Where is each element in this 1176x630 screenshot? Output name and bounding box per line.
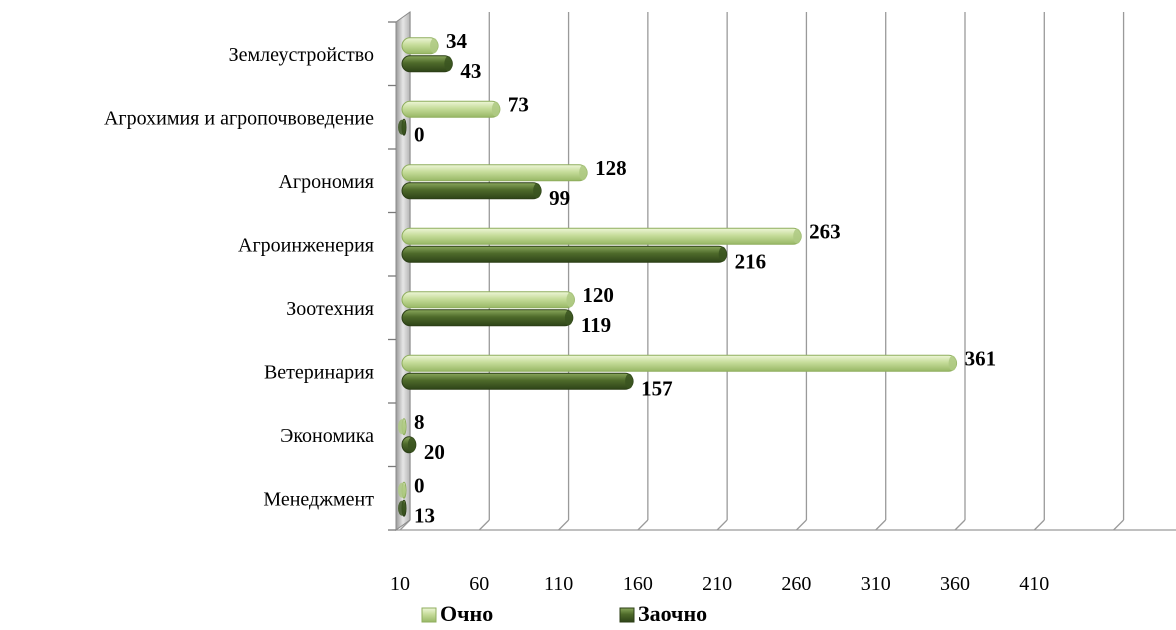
x-tick-label: 260 [781,573,811,595]
category-label: Зоотехния [286,298,374,320]
bar-заочно-5 [401,372,634,390]
bar-cap [948,355,957,371]
gridline-floor [637,519,649,531]
bar-очно-1 [401,100,501,118]
data-label: 34 [446,29,468,53]
bar-заочно-4 [401,309,574,327]
category-label: Агрохимия и агропочвоведение [104,107,374,129]
axis-wall-panel [395,11,411,531]
bar-cap [718,246,727,262]
data-label: 120 [582,283,614,307]
x-tick-label: 160 [623,573,653,595]
gridlines [396,12,1176,531]
data-label: 216 [735,249,767,273]
x-tick-label: 360 [940,573,970,595]
bar-cap [793,228,802,244]
legend-swatch-заочно [619,607,635,623]
bar-cap [398,482,406,498]
x-tick-label: 10 [390,573,410,595]
x-tick-label: 110 [544,573,573,595]
gridline-floor [795,519,807,531]
gridline-floor [954,519,966,531]
gridline-floor [478,519,490,531]
bar-cap [398,119,406,135]
bar-очно-5 [401,354,958,372]
bar-cap [579,165,588,181]
data-label: 43 [460,59,481,83]
bars [398,37,958,517]
x-tick-label: 60 [469,573,489,595]
bar-cap [564,310,573,326]
x-tick-label: 210 [702,573,732,595]
bar-cap [533,183,542,199]
bar-cap [398,419,406,435]
category-label: Землеустройство [229,44,374,66]
data-label: 13 [414,503,435,527]
legend: Очно Заочно [421,601,707,626]
bar-cap [491,101,500,117]
data-label: 0 [414,473,425,497]
bar-cap [625,373,634,389]
data-label: 99 [549,186,570,210]
bar-заочно-3 [401,245,728,263]
gridline-floor [558,519,570,531]
category-label: Агроинженерия [238,234,374,256]
category-label: Агрономия [278,171,374,193]
data-label: 128 [595,156,627,180]
data-label: 0 [414,122,425,146]
gridline-floor [1113,519,1125,531]
data-label: 8 [414,410,425,434]
gridline-floor [716,519,728,531]
x-tick-labels: 10 60 110 160 210 260 310 360 410 [390,573,1049,595]
legend-swatch-очно [421,607,437,623]
category-labels: Землеустройство Агрохимия и агропочвоведе… [104,44,374,511]
legend-label-очно: Очно [440,601,493,626]
bar-очно-3 [401,227,802,245]
bar-cap [566,292,575,308]
category-label: Экономика [280,425,374,447]
x-tick-label: 310 [861,573,891,595]
bar-cap [407,437,416,453]
axis-wall [388,11,411,531]
bar-cap [398,500,406,516]
category-label: Менеджмент [263,488,374,510]
bar-очно-2 [401,164,588,182]
bar-заочно-2 [401,182,542,200]
legend-label-заочно: Заочно [638,601,707,626]
bar-cap [444,56,453,72]
data-label: 20 [424,440,445,464]
gridline-floor [875,519,887,531]
data-label: 263 [809,219,841,243]
data-label: 361 [965,346,997,370]
data-label: 157 [641,376,673,400]
data-labels: 34 43 73 0 128 99 263 216 120 119 361 157 8 20 0 13 [414,29,996,528]
data-label: 119 [581,313,611,337]
x-tick-label: 410 [1019,573,1049,595]
data-label: 73 [508,92,529,116]
bar-cap [430,38,439,54]
bar-очно-4 [401,291,575,309]
category-label: Ветеринария [264,361,374,383]
gridline-floor [1033,519,1045,531]
